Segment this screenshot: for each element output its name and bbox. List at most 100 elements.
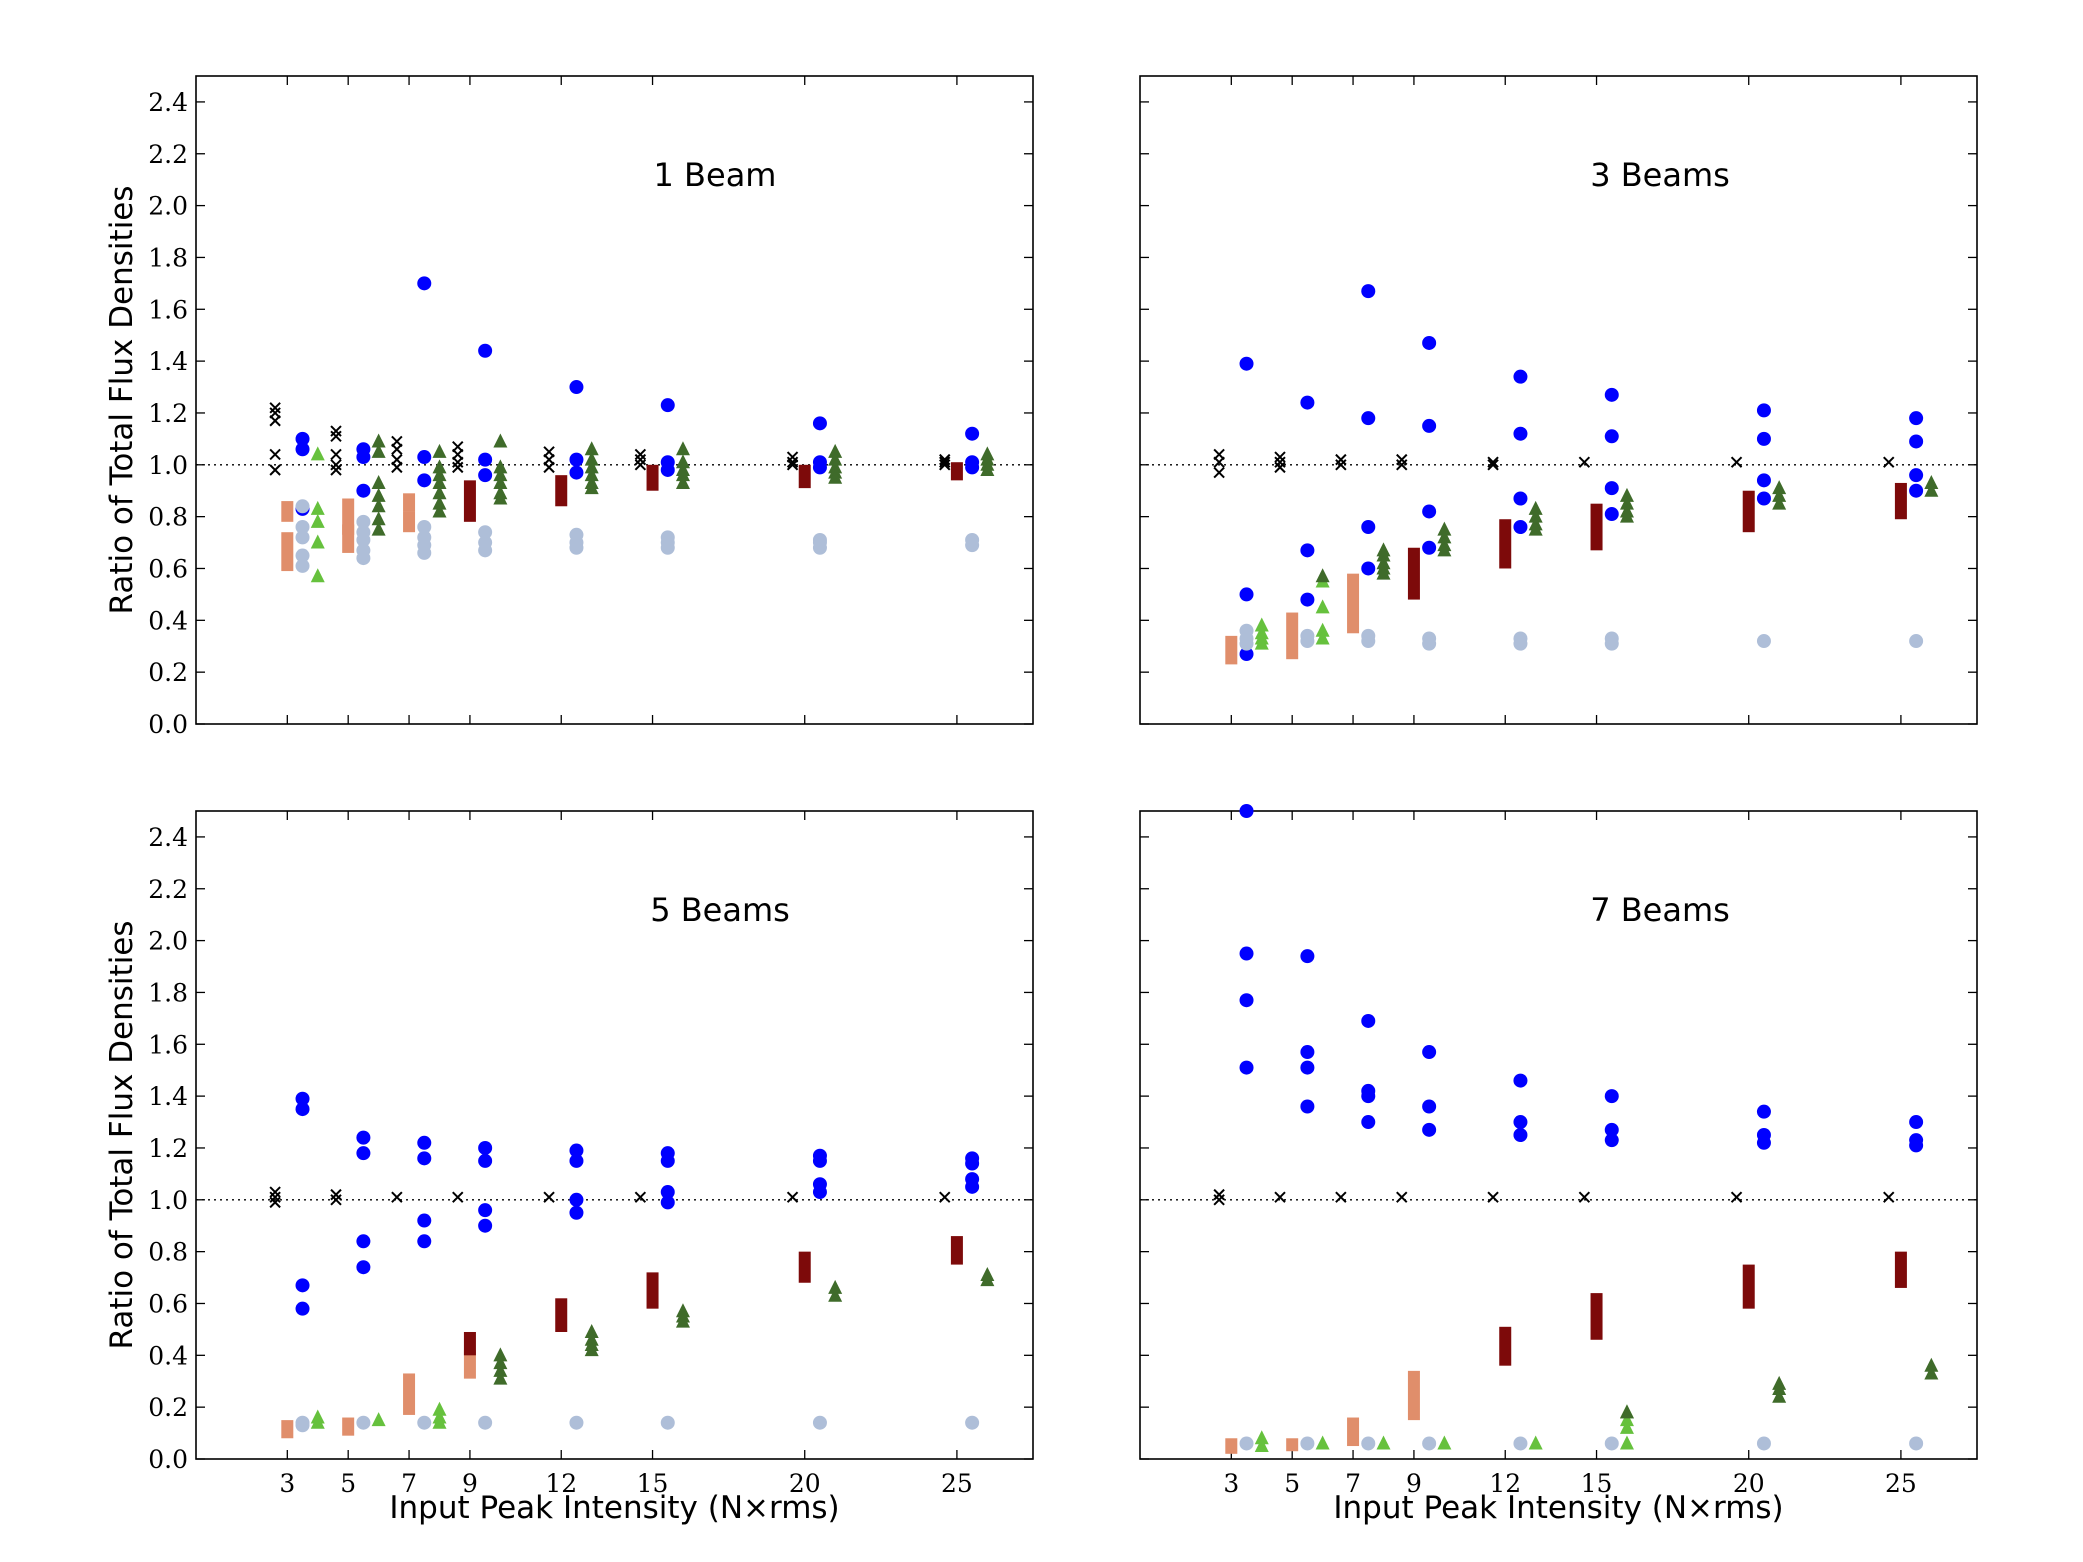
circle-point xyxy=(356,1130,371,1145)
x-tick-label: 20 xyxy=(1733,1469,1765,1498)
circle-point xyxy=(1909,634,1924,649)
cross-point xyxy=(939,459,951,471)
triangle-point xyxy=(828,1279,843,1294)
cross-point xyxy=(1274,451,1286,463)
bar-mark xyxy=(1407,1370,1420,1421)
triangle-point xyxy=(1437,542,1452,557)
x-tick-label: 5 xyxy=(1284,1469,1300,1498)
y-tick-label: 0.4 xyxy=(148,1341,188,1370)
triangle-point xyxy=(584,459,599,474)
triangle-point xyxy=(675,1313,690,1328)
triangle-point xyxy=(1254,635,1269,650)
triangle-point xyxy=(584,441,599,456)
triangle-point xyxy=(432,443,447,458)
cross-point xyxy=(330,425,342,437)
bar-mark xyxy=(281,532,294,572)
triangle-point xyxy=(1619,1419,1634,1434)
circle-point xyxy=(569,1205,584,1220)
y-tick-label: 2.4 xyxy=(148,823,188,852)
bar-mark xyxy=(281,1420,294,1439)
circle-point xyxy=(1604,1436,1619,1451)
x-tick-label: 7 xyxy=(401,1469,417,1498)
circle-point xyxy=(812,1153,827,1168)
y-tick-label: 1.8 xyxy=(148,978,188,1007)
cross-point xyxy=(786,456,799,468)
cross-point xyxy=(634,448,647,461)
y-tick-label: 2.2 xyxy=(148,875,188,904)
circle-point xyxy=(660,398,675,413)
cross-point xyxy=(786,459,799,471)
cross-point xyxy=(1730,1191,1743,1203)
circle-point xyxy=(569,1415,584,1430)
circle-point xyxy=(569,465,584,480)
circle-point xyxy=(812,540,827,555)
circle-point xyxy=(1239,1060,1254,1075)
x-tick-label: 12 xyxy=(545,1469,577,1498)
circle-point xyxy=(417,450,432,465)
circle-point xyxy=(478,1415,493,1430)
triangle-point xyxy=(1376,547,1391,562)
circle-point xyxy=(417,545,432,560)
circle-point xyxy=(1361,1089,1376,1104)
cross-point xyxy=(1213,1188,1225,1201)
y-tick-label: 0.6 xyxy=(148,1289,188,1318)
cross-point xyxy=(1396,453,1408,466)
triangle-point xyxy=(493,1347,508,1362)
triangle-point xyxy=(584,480,599,495)
plot-frame xyxy=(195,810,1034,1460)
circle-point xyxy=(356,532,371,547)
y-tick-label: 0.0 xyxy=(148,1445,188,1474)
circle-point xyxy=(295,1301,310,1316)
triangle-point xyxy=(1772,1381,1787,1396)
triangle-point xyxy=(1772,480,1787,495)
y-tick-label: 1.6 xyxy=(148,295,188,324)
bar-mark xyxy=(1590,1293,1603,1340)
circle-point xyxy=(812,460,827,475)
triangle-point xyxy=(1924,474,1939,489)
cross-point xyxy=(391,461,403,474)
triangle-point xyxy=(493,1370,508,1385)
triangle-point xyxy=(1619,508,1634,523)
plot-data xyxy=(1213,804,1939,1454)
circle-point xyxy=(1756,1104,1771,1119)
circle-point xyxy=(1513,369,1528,384)
circle-point xyxy=(356,514,371,529)
circle-point xyxy=(1239,356,1254,371)
cross-point xyxy=(1213,456,1225,468)
triangle-point xyxy=(310,500,325,515)
circle-point xyxy=(965,1415,980,1430)
panel-title: 7 Beams xyxy=(1590,891,1730,929)
triangle-point xyxy=(432,503,447,518)
circle-point xyxy=(1909,411,1924,426)
circle-point xyxy=(356,1415,371,1430)
triangle-point xyxy=(493,467,508,482)
cross-point xyxy=(452,1191,464,1203)
triangle-point xyxy=(493,459,508,474)
circle-point xyxy=(1513,491,1528,506)
plot-frame xyxy=(1139,75,1978,725)
cross-point xyxy=(330,464,342,476)
circle-point xyxy=(478,343,493,358)
y-tick-label: 2.0 xyxy=(148,192,188,221)
circle-point xyxy=(1909,1138,1924,1153)
circle-point xyxy=(1422,504,1437,519)
triangle-point xyxy=(1437,1435,1452,1450)
cross-point xyxy=(1730,456,1743,468)
circle-point xyxy=(965,1179,980,1194)
circle-point xyxy=(1909,434,1924,449)
cross-point xyxy=(939,1191,951,1203)
cross-point xyxy=(939,456,951,468)
circle-point xyxy=(295,1278,310,1293)
circle-point xyxy=(417,473,432,488)
circle-point xyxy=(356,1260,371,1275)
x-tick-label: 15 xyxy=(1581,1469,1613,1498)
circle-point xyxy=(295,499,310,514)
circle-point xyxy=(812,1415,827,1430)
cross-point xyxy=(1335,459,1347,471)
triangle-point xyxy=(584,467,599,482)
triangle-point xyxy=(675,441,690,456)
circle-point xyxy=(1756,473,1771,488)
cross-point xyxy=(1578,1191,1591,1203)
cross-point xyxy=(634,453,647,466)
cross-point xyxy=(269,402,281,414)
